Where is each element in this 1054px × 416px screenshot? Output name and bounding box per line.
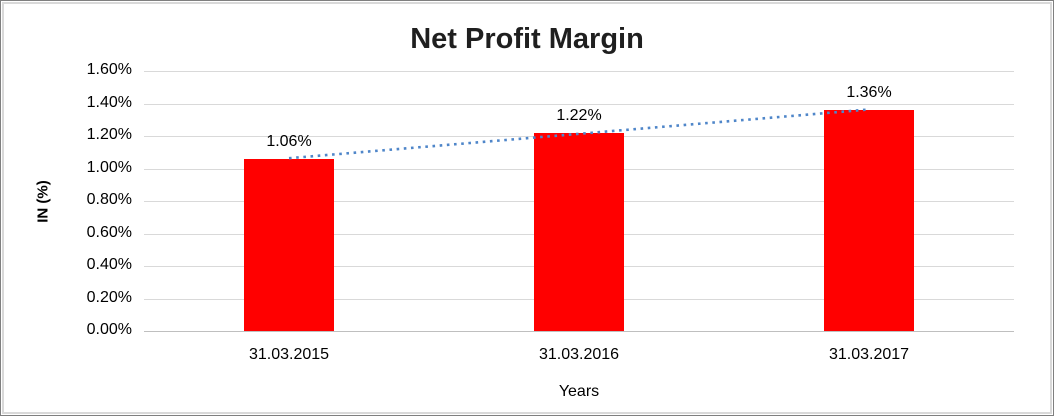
- bar-31.03.2016: [534, 133, 624, 331]
- h-gridline: [144, 104, 1014, 105]
- bar-data-label: 1.22%: [556, 107, 602, 124]
- x-axis-line: [144, 331, 1014, 332]
- h-gridline: [144, 71, 1014, 72]
- bar-31.03.2017: [824, 110, 914, 331]
- bar-data-label: 1.36%: [846, 84, 892, 101]
- trendline: [288, 108, 870, 160]
- plot-area: 1.06% 1.22% 1.36%: [144, 71, 1014, 332]
- bar-31.03.2015: [244, 159, 334, 331]
- x-category-label: 31.03.2016: [538, 346, 620, 363]
- y-tick-label: 0.00%: [86, 321, 132, 338]
- y-tick-label: 0.60%: [86, 224, 132, 241]
- y-tick-label: 1.40%: [86, 94, 132, 111]
- trendline-path: [288, 108, 870, 160]
- y-tick-label: 0.80%: [86, 191, 132, 208]
- x-category-label: 31.03.2017: [828, 346, 910, 363]
- y-tick-label: 1.20%: [86, 126, 132, 143]
- chart-title: Net Profit Margin: [410, 23, 644, 55]
- y-tick-label: 0.40%: [86, 256, 132, 273]
- x-category-label: 31.03.2015: [248, 346, 330, 363]
- bar-data-label: 1.06%: [266, 133, 312, 150]
- y-tick-label: 1.00%: [86, 159, 132, 176]
- y-tick-label: 1.60%: [86, 61, 132, 78]
- y-tick-label: 0.20%: [86, 289, 132, 306]
- x-axis-title: Years: [558, 383, 600, 400]
